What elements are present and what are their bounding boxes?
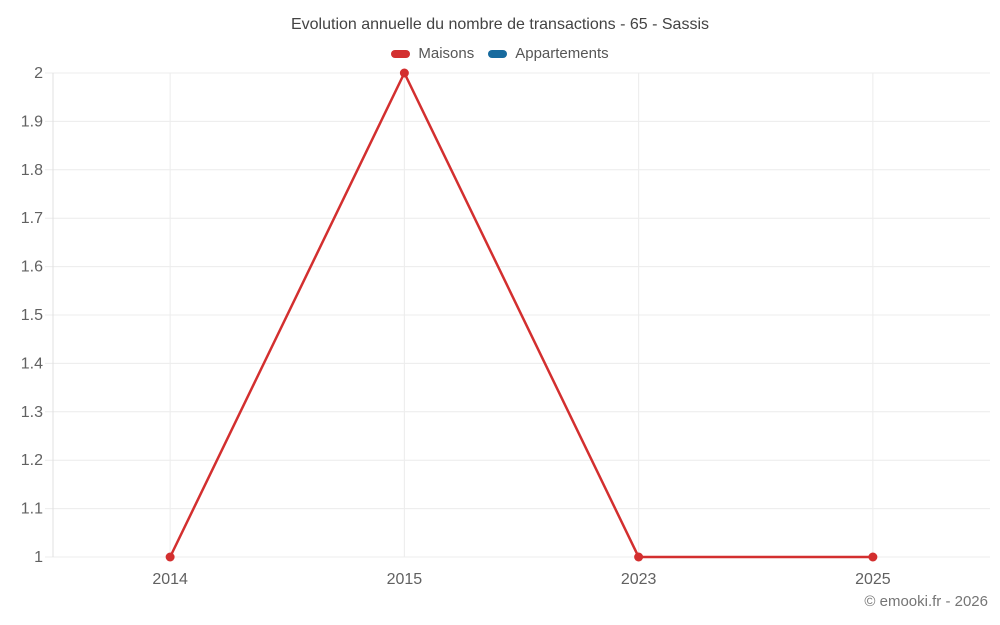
- y-tick-label: 1.1: [21, 501, 43, 518]
- x-tick-label: 2023: [621, 571, 657, 588]
- y-tick-label: 1.7: [21, 210, 43, 227]
- y-tick-label: 1.8: [21, 162, 43, 179]
- legend-item-maisons[interactable]: Maisons: [391, 45, 474, 62]
- series-line-maisons[interactable]: [168, 71, 873, 559]
- x-tick-label: 2014: [152, 571, 188, 588]
- data-point-maisons[interactable]: [399, 68, 409, 78]
- y-tick-label: 1.4: [21, 355, 43, 372]
- y-tick-label: 2: [34, 65, 43, 82]
- y-tick-label: 1: [34, 549, 43, 566]
- legend-label-appartements: Appartements: [515, 45, 609, 62]
- y-tick-label: 1.6: [21, 259, 43, 276]
- y-tick-label: 1.5: [21, 307, 43, 324]
- y-tick-label: 1.9: [21, 113, 43, 130]
- y-tick-label: 1.2: [21, 452, 43, 469]
- chart-title: Evolution annuelle du nombre de transact…: [290, 16, 709, 33]
- legend-label-maisons: Maisons: [418, 45, 475, 62]
- chart-legend: Maisons Appartements: [0, 45, 1000, 62]
- legend-swatch-appartements: [488, 49, 508, 58]
- legend-item-appartements[interactable]: Appartements: [488, 45, 609, 62]
- copyright-text: © emooki.fr - 2026: [864, 593, 988, 610]
- data-point-maisons[interactable]: [868, 552, 878, 562]
- data-point-maisons[interactable]: [634, 552, 644, 562]
- legend-swatch-maisons: [391, 49, 411, 58]
- y-tick-label: 1.3: [21, 404, 43, 421]
- x-tick-label: 2015: [387, 571, 423, 588]
- data-point-maisons[interactable]: [165, 552, 175, 562]
- x-tick-label: 2025: [855, 571, 891, 588]
